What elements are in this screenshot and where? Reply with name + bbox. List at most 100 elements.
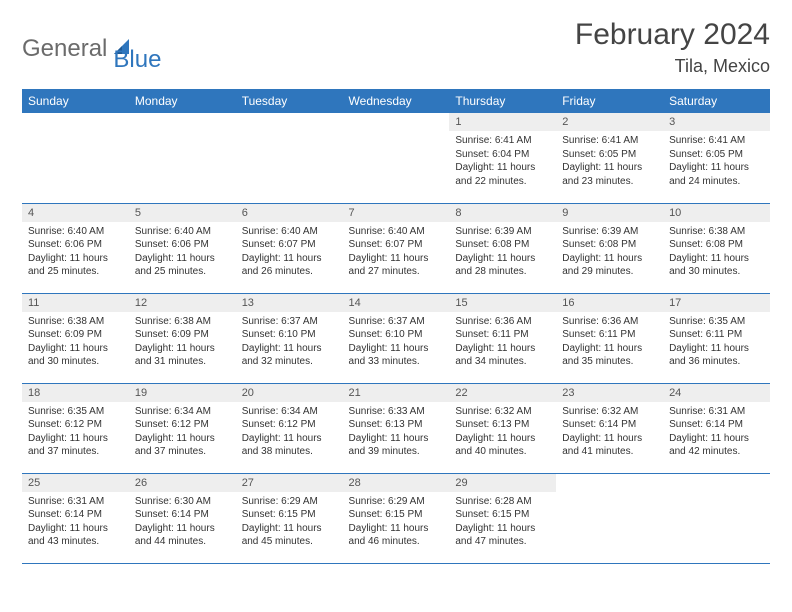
day-details: Sunrise: 6:30 AMSunset: 6:14 PMDaylight:… [129,492,236,555]
day-number: 18 [22,384,129,402]
day-details: Sunrise: 6:33 AMSunset: 6:13 PMDaylight:… [343,402,450,465]
daylight-text: Daylight: 11 hours and 28 minutes. [455,252,550,279]
sunset-text: Sunset: 6:15 PM [455,508,550,522]
day-details: Sunrise: 6:40 AMSunset: 6:06 PMDaylight:… [22,222,129,285]
calendar-cell [236,113,343,203]
daylight-text: Daylight: 11 hours and 35 minutes. [562,342,657,369]
day-details: Sunrise: 6:32 AMSunset: 6:14 PMDaylight:… [556,402,663,465]
calendar-cell: 24Sunrise: 6:31 AMSunset: 6:14 PMDayligh… [663,383,770,473]
calendar-cell: 4Sunrise: 6:40 AMSunset: 6:06 PMDaylight… [22,203,129,293]
sunrise-text: Sunrise: 6:40 AM [242,225,337,239]
calendar-header-row: Sunday Monday Tuesday Wednesday Thursday… [22,89,770,113]
sunrise-text: Sunrise: 6:29 AM [242,495,337,509]
sunrise-text: Sunrise: 6:39 AM [562,225,657,239]
calendar-week: 25Sunrise: 6:31 AMSunset: 6:14 PMDayligh… [22,473,770,563]
calendar-cell: 19Sunrise: 6:34 AMSunset: 6:12 PMDayligh… [129,383,236,473]
daylight-text: Daylight: 11 hours and 34 minutes. [455,342,550,369]
daylight-text: Daylight: 11 hours and 27 minutes. [349,252,444,279]
daylight-text: Daylight: 11 hours and 23 minutes. [562,161,657,188]
sunset-text: Sunset: 6:13 PM [349,418,444,432]
day-number: 6 [236,204,343,222]
calendar-cell: 14Sunrise: 6:37 AMSunset: 6:10 PMDayligh… [343,293,450,383]
daylight-text: Daylight: 11 hours and 45 minutes. [242,522,337,549]
day-number: 7 [343,204,450,222]
calendar-cell: 16Sunrise: 6:36 AMSunset: 6:11 PMDayligh… [556,293,663,383]
sunset-text: Sunset: 6:11 PM [562,328,657,342]
logo-text-blue: Blue [113,46,161,74]
sunset-text: Sunset: 6:14 PM [669,418,764,432]
day-number: 13 [236,294,343,312]
day-number: 26 [129,474,236,492]
day-number [129,113,236,119]
calendar-cell [343,113,450,203]
calendar-body: 1Sunrise: 6:41 AMSunset: 6:04 PMDaylight… [22,113,770,563]
sunrise-text: Sunrise: 6:41 AM [562,134,657,148]
sunrise-text: Sunrise: 6:38 AM [28,315,123,329]
day-details: Sunrise: 6:35 AMSunset: 6:11 PMDaylight:… [663,312,770,375]
day-number: 21 [343,384,450,402]
day-number: 25 [22,474,129,492]
calendar-cell [663,473,770,563]
calendar-cell: 17Sunrise: 6:35 AMSunset: 6:11 PMDayligh… [663,293,770,383]
day-number: 2 [556,113,663,131]
daylight-text: Daylight: 11 hours and 29 minutes. [562,252,657,279]
sunrise-text: Sunrise: 6:32 AM [455,405,550,419]
sunset-text: Sunset: 6:13 PM [455,418,550,432]
sunset-text: Sunset: 6:05 PM [562,148,657,162]
day-details: Sunrise: 6:29 AMSunset: 6:15 PMDaylight:… [236,492,343,555]
day-number: 29 [449,474,556,492]
sunrise-text: Sunrise: 6:41 AM [669,134,764,148]
sunset-text: Sunset: 6:10 PM [349,328,444,342]
sunrise-text: Sunrise: 6:38 AM [135,315,230,329]
calendar-week: 1Sunrise: 6:41 AMSunset: 6:04 PMDaylight… [22,113,770,203]
daylight-text: Daylight: 11 hours and 32 minutes. [242,342,337,369]
day-number: 12 [129,294,236,312]
day-details: Sunrise: 6:40 AMSunset: 6:07 PMDaylight:… [343,222,450,285]
day-details: Sunrise: 6:41 AMSunset: 6:05 PMDaylight:… [663,131,770,194]
daylight-text: Daylight: 11 hours and 39 minutes. [349,432,444,459]
day-details: Sunrise: 6:34 AMSunset: 6:12 PMDaylight:… [236,402,343,465]
calendar-cell: 2 Sunrise: 6:41 AMSunset: 6:05 PMDaylight… [556,113,663,203]
daylight-text: Daylight: 11 hours and 47 minutes. [455,522,550,549]
sunrise-text: Sunrise: 6:40 AM [349,225,444,239]
sunset-text: Sunset: 6:09 PM [135,328,230,342]
daylight-text: Daylight: 11 hours and 25 minutes. [28,252,123,279]
day-details: Sunrise: 6:41 AMSunset: 6:04 PMDaylight:… [449,131,556,194]
sunset-text: Sunset: 6:10 PM [242,328,337,342]
day-details: Sunrise: 6:38 AMSunset: 6:08 PMDaylight:… [663,222,770,285]
day-number [236,113,343,119]
calendar-cell: 28Sunrise: 6:29 AMSunset: 6:15 PMDayligh… [343,473,450,563]
calendar-week: 11Sunrise: 6:38 AMSunset: 6:09 PMDayligh… [22,293,770,383]
daylight-text: Daylight: 11 hours and 37 minutes. [135,432,230,459]
calendar-cell: 13Sunrise: 6:37 AMSunset: 6:10 PMDayligh… [236,293,343,383]
day-number: 27 [236,474,343,492]
sunset-text: Sunset: 6:11 PM [669,328,764,342]
sunrise-text: Sunrise: 6:34 AM [135,405,230,419]
sunrise-text: Sunrise: 6:30 AM [135,495,230,509]
sunrise-text: Sunrise: 6:28 AM [455,495,550,509]
daylight-text: Daylight: 11 hours and 43 minutes. [28,522,123,549]
calendar-week: 4Sunrise: 6:40 AMSunset: 6:06 PMDaylight… [22,203,770,293]
day-number: 11 [22,294,129,312]
day-header-tue: Tuesday [236,89,343,113]
day-number: 19 [129,384,236,402]
calendar-cell: 11Sunrise: 6:38 AMSunset: 6:09 PMDayligh… [22,293,129,383]
daylight-text: Daylight: 11 hours and 31 minutes. [135,342,230,369]
daylight-text: Daylight: 11 hours and 40 minutes. [455,432,550,459]
title-block: February 2024 Tila, Mexico [575,18,770,77]
daylight-text: Daylight: 11 hours and 25 minutes. [135,252,230,279]
sunset-text: Sunset: 6:14 PM [135,508,230,522]
calendar-cell [22,113,129,203]
sunrise-text: Sunrise: 6:36 AM [562,315,657,329]
daylight-text: Daylight: 11 hours and 46 minutes. [349,522,444,549]
calendar-cell: 5Sunrise: 6:40 AMSunset: 6:06 PMDaylight… [129,203,236,293]
day-number [22,113,129,119]
sunrise-text: Sunrise: 6:29 AM [349,495,444,509]
sunset-text: Sunset: 6:12 PM [28,418,123,432]
sunrise-text: Sunrise: 6:41 AM [455,134,550,148]
calendar-cell: 20Sunrise: 6:34 AMSunset: 6:12 PMDayligh… [236,383,343,473]
sunrise-text: Sunrise: 6:34 AM [242,405,337,419]
day-number: 10 [663,204,770,222]
sunset-text: Sunset: 6:14 PM [562,418,657,432]
daylight-text: Daylight: 11 hours and 26 minutes. [242,252,337,279]
